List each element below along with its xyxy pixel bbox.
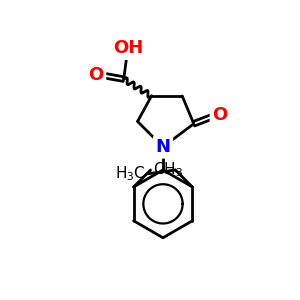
Text: H$_3$C: H$_3$C [115,164,146,183]
Text: CH$_3$: CH$_3$ [153,160,183,179]
Text: N: N [155,138,170,156]
Text: OH: OH [113,39,143,57]
Text: O: O [212,106,228,124]
Text: O: O [88,65,104,83]
